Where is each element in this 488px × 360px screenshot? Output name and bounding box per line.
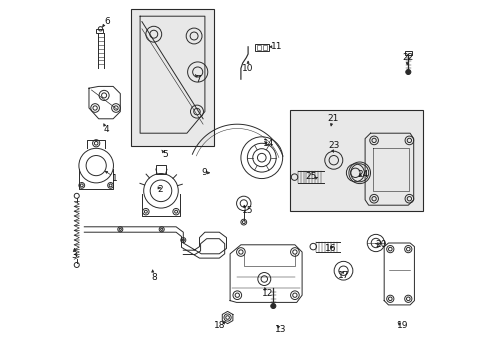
Text: 1: 1 (112, 174, 118, 183)
Bar (96, 29, 103, 33)
Text: 25: 25 (305, 172, 316, 181)
Text: 9: 9 (201, 168, 206, 177)
Text: 12: 12 (262, 289, 273, 298)
Bar (255, 44, 268, 51)
Text: 16: 16 (325, 244, 336, 253)
Text: 21: 21 (326, 114, 338, 123)
Bar (155, 165, 166, 174)
Bar (131, 9, 213, 146)
Text: 13: 13 (274, 325, 285, 334)
Text: 11: 11 (270, 42, 282, 51)
Circle shape (270, 303, 275, 309)
Text: 22: 22 (402, 53, 413, 62)
Bar (262, 45, 266, 50)
Text: 7: 7 (194, 75, 200, 84)
Bar (256, 45, 261, 50)
Text: 19: 19 (396, 321, 408, 330)
Text: 17: 17 (337, 271, 348, 280)
Text: 15: 15 (242, 206, 253, 215)
Text: 5: 5 (162, 150, 168, 158)
Text: 18: 18 (214, 321, 225, 330)
Text: 6: 6 (104, 17, 110, 26)
Text: 14: 14 (263, 139, 274, 148)
Bar (289, 110, 422, 211)
Text: 2: 2 (157, 184, 163, 194)
Text: 8: 8 (151, 273, 156, 282)
Bar (404, 51, 411, 55)
Text: 4: 4 (103, 125, 108, 134)
Text: 23: 23 (328, 141, 340, 150)
Text: 20: 20 (375, 240, 386, 249)
Text: 24: 24 (357, 170, 368, 179)
Text: 3: 3 (72, 251, 77, 260)
Text: 10: 10 (242, 64, 253, 73)
Circle shape (405, 69, 410, 75)
